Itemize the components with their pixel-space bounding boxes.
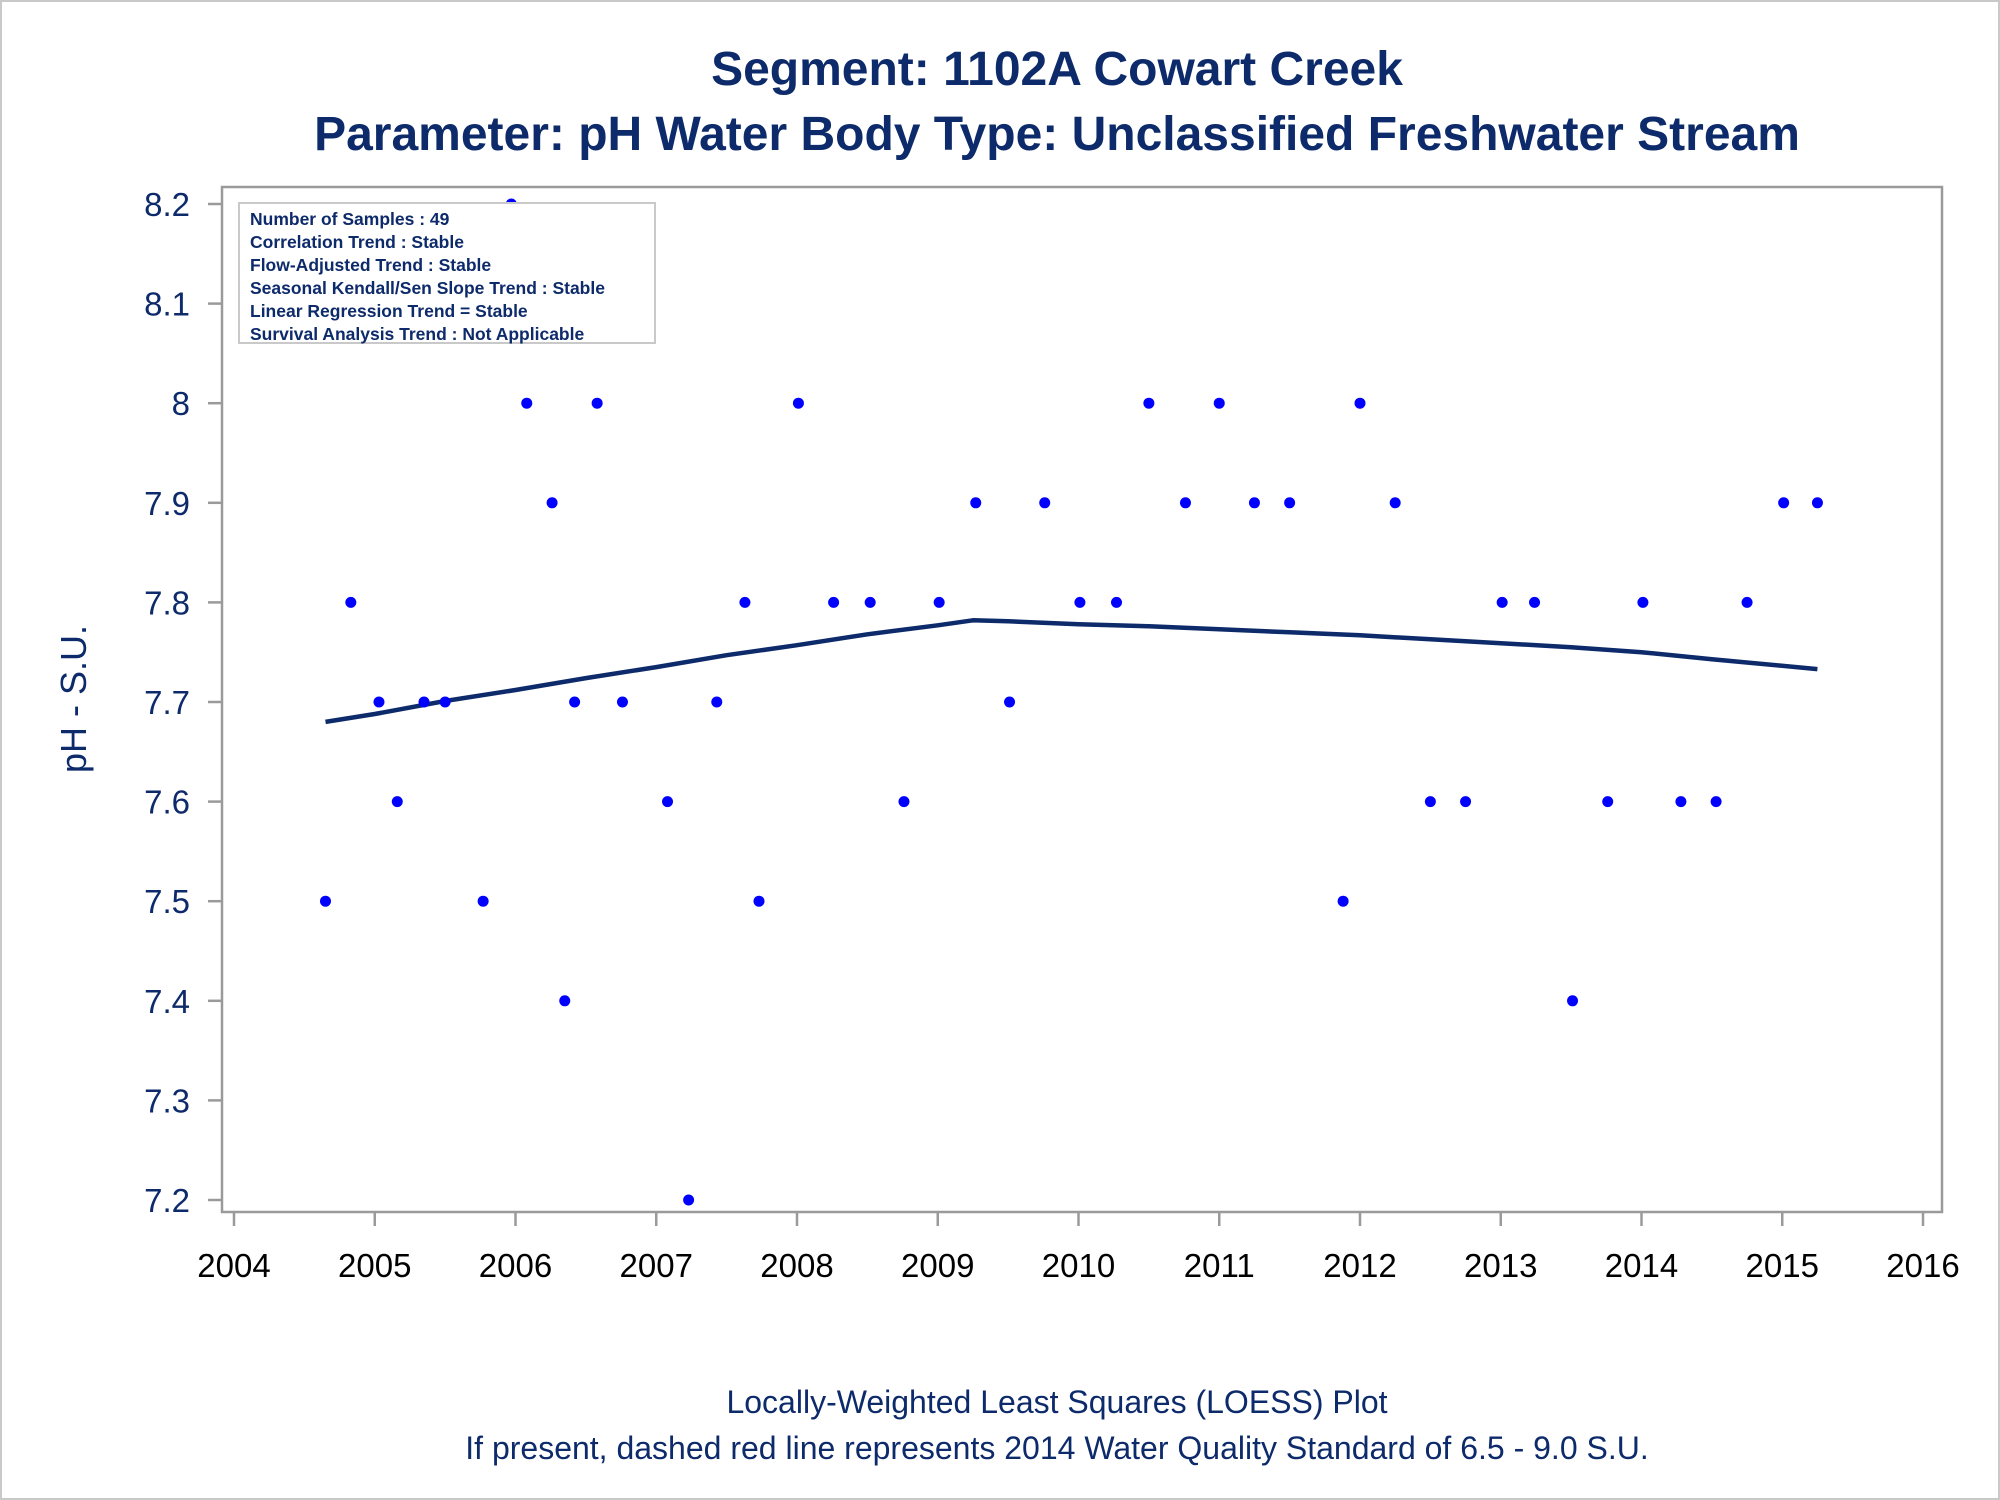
x-tick-label: 2014 [1605,1247,1678,1284]
data-point [477,895,489,907]
y-tick-label: 7.4 [144,983,190,1020]
data-point [1567,995,1579,1007]
data-point [1741,596,1753,608]
data-point [559,995,571,1007]
data-point [1778,497,1790,509]
plot-frame [220,185,1944,1214]
data-point [591,397,603,409]
x-tick-label: 2005 [338,1247,411,1284]
data-point [546,497,558,509]
data-point [1179,497,1191,509]
x-tick-label: 2006 [479,1247,552,1284]
y-tick-label: 7.3 [144,1082,190,1119]
data-point [828,596,840,608]
data-point [739,596,751,608]
data-point [1389,497,1401,509]
data-point [319,895,331,907]
loess-layer [325,618,1818,725]
data-point [970,497,982,509]
points-layer [319,198,1823,1206]
info-line-survival-analysis: Survival Analysis Trend : Not Applicable [250,324,585,344]
chart-title: Segment: 1102A Cowart Creek [711,43,1403,96]
data-point [1004,696,1016,708]
data-point [1496,596,1508,608]
data-point [1354,397,1366,409]
data-point [1460,796,1472,808]
data-point [683,1194,695,1206]
x-tick-label: 2008 [760,1247,833,1284]
data-point [1143,397,1155,409]
loess-line [325,618,1818,725]
data-point [1602,796,1614,808]
data-point [1284,497,1296,509]
y-axis: 7.2 7.3 7.4 7.5 7.6 7.7 7.8 7.9 8 8.1 8.2 [144,186,222,1219]
data-point [1213,397,1225,409]
x-tick-label: 2007 [620,1247,693,1284]
y-tick-label: 7.8 [144,584,190,621]
data-point [1710,796,1722,808]
x-tick-label: 2004 [197,1247,270,1284]
y-tick-label: 8.1 [144,286,190,323]
data-point [569,696,581,708]
x-tick-label: 2013 [1464,1247,1537,1284]
data-point [521,397,533,409]
data-point [616,696,628,708]
info-line-flow-adjusted: Flow-Adjusted Trend : Stable [250,255,492,275]
data-point [345,596,357,608]
data-point [1675,796,1687,808]
y-tick-label: 8.2 [144,186,190,223]
trend-info-box: Number of Samples : 49 Correlation Trend… [238,202,656,344]
data-point [662,796,674,808]
x-tick-label: 2016 [1886,1247,1959,1284]
data-point [373,696,385,708]
info-line-seasonal-kendall: Seasonal Kendall/Sen Slope Trend : Stabl… [250,278,605,298]
data-point [1637,596,1649,608]
y-tick-label: 8 [172,385,190,422]
y-axis-label: pH - S.U. [53,625,94,773]
data-point [864,596,876,608]
y-tick-label: 7.9 [144,485,190,522]
info-line-samples: Number of Samples : 49 [250,209,450,229]
x-tick-label: 2010 [1042,1247,1115,1284]
info-line-correlation: Correlation Trend : Stable [250,232,464,252]
x-tick-label: 2011 [1184,1247,1255,1284]
data-point [792,397,804,409]
x-tick-label: 2009 [901,1247,974,1284]
data-point [1424,796,1436,808]
data-point [439,696,451,708]
data-point [1111,596,1123,608]
data-point [1337,895,1349,907]
x-axis: 2004 2005 2006 2007 2008 2009 2010 2011 2012 2013… [197,1212,1960,1284]
chart-subtitle: Parameter: pH Water Body Type: Unclassif… [314,108,1800,161]
data-point [1248,497,1260,509]
data-point [418,696,430,708]
data-point [933,596,945,608]
y-tick-label: 7.6 [144,784,190,821]
footer-loess-note: Locally-Weighted Least Squares (LOESS) P… [726,1384,1388,1420]
info-line-linear-regression: Linear Regression Trend = Stable [250,301,528,321]
footer-standard-note: If present, dashed red line represents 2… [465,1430,1649,1466]
y-tick-label: 7.7 [144,684,190,721]
x-tick-label: 2015 [1746,1247,1819,1284]
data-point [1811,497,1823,509]
data-point [1039,497,1051,509]
y-tick-label: 7.2 [144,1182,190,1219]
data-point [711,696,723,708]
y-tick-label: 7.5 [144,883,190,920]
data-point [1074,596,1086,608]
data-point [391,796,403,808]
data-point [1529,596,1541,608]
data-point [753,895,765,907]
x-tick-label: 2012 [1323,1247,1396,1284]
data-point [898,796,910,808]
